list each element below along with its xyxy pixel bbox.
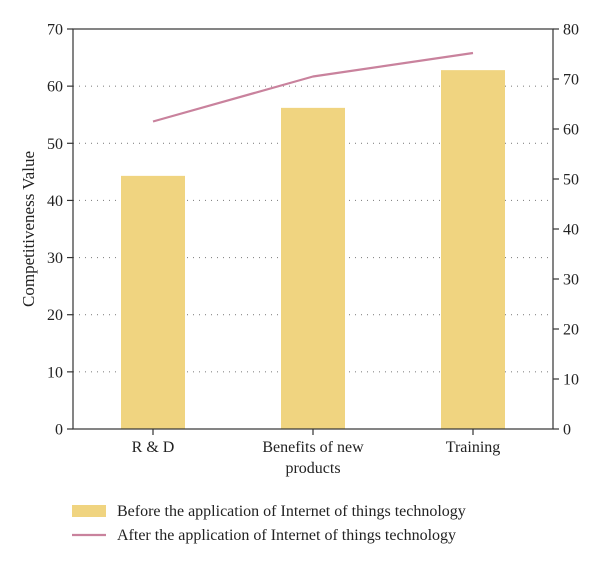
y-left-tick-label-5: 50 — [47, 136, 63, 153]
bar-1 — [281, 107, 345, 429]
legend-label-after: After the application of Internet of thi… — [117, 527, 456, 544]
x-tick-label-1-1: products — [285, 460, 340, 477]
y-right-tick-label-3: 30 — [563, 272, 579, 289]
y-left-tick-label-7: 70 — [47, 22, 63, 39]
legend-label-before: Before the application of Internet of th… — [117, 503, 466, 520]
y-right-tick-label-6: 60 — [563, 122, 579, 139]
x-tick-label-2: Training — [446, 439, 501, 456]
y-left-tick-label-0: 0 — [55, 422, 63, 439]
bar-2 — [441, 70, 505, 430]
x-tick-label-1-0: Benefits of new — [262, 439, 364, 456]
y-left-tick-label-4: 40 — [47, 193, 63, 210]
legend-swatch-before — [72, 505, 106, 517]
y-right-tick-label-8: 80 — [563, 22, 579, 39]
y-right-tick-label-2: 20 — [563, 322, 579, 339]
y-right-tick-label-4: 40 — [563, 222, 579, 239]
y-right-tick-label-7: 70 — [563, 72, 579, 89]
x-tick-label-0: R & D — [132, 439, 175, 456]
y-left-tick-label-2: 20 — [47, 307, 63, 324]
y-left-tick-label-3: 30 — [47, 250, 63, 267]
y-left-tick-label-1: 10 — [47, 364, 63, 381]
line-series-after — [152, 51, 474, 123]
y-right-tick-label-0: 0 — [563, 422, 571, 439]
y-right-tick-label-5: 50 — [563, 172, 579, 189]
y-left-tick-label-6: 60 — [47, 79, 63, 96]
y-axis-title: Competitiveness Value — [19, 151, 38, 307]
y-right-tick-label-1: 10 — [563, 372, 579, 389]
bar-0 — [121, 175, 185, 429]
